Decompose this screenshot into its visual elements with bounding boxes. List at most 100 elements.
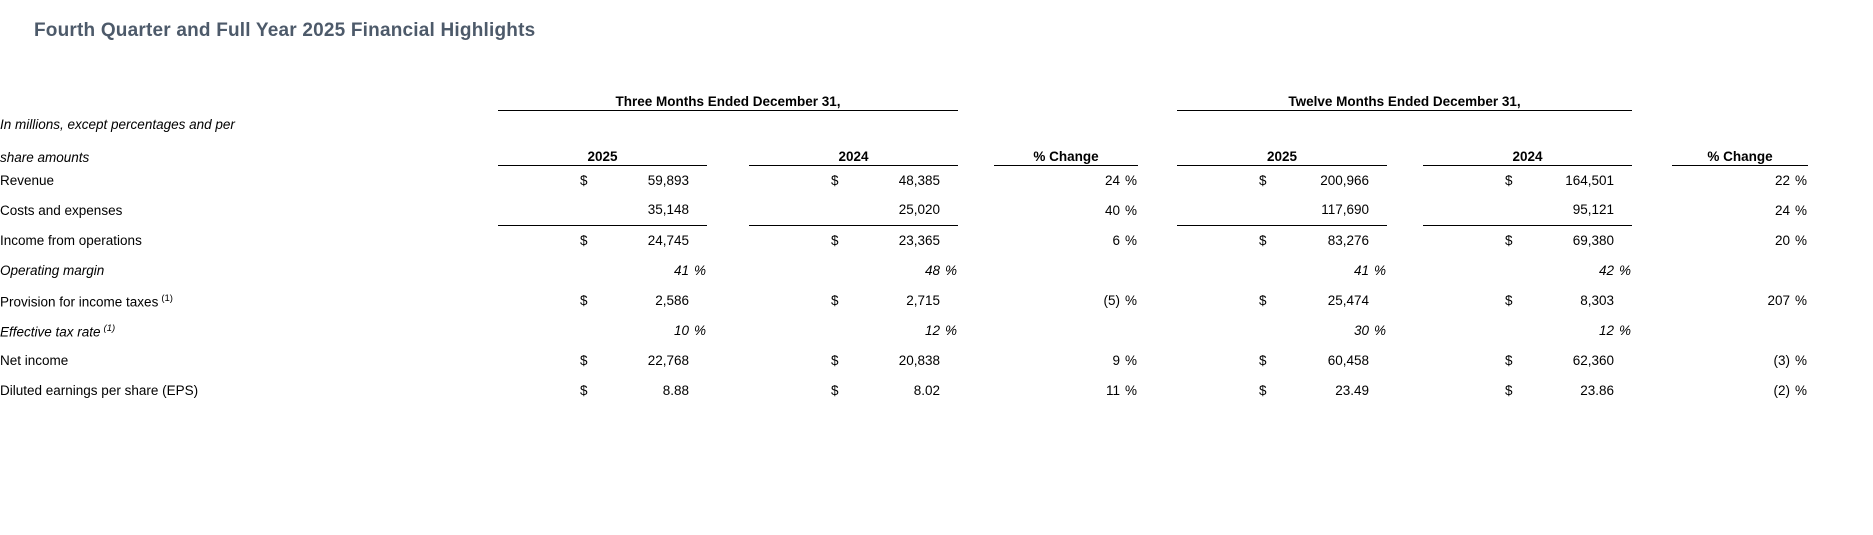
value-cell: $23,365 (749, 226, 958, 256)
row-label: Provision for income taxes (1) (0, 292, 173, 310)
value-cell: 35,148 (498, 195, 707, 226)
numeric-value: 25,474 (1327, 292, 1370, 308)
percent-sign: % (1795, 352, 1808, 368)
spacer (707, 376, 749, 406)
pct-change-cell (994, 256, 1138, 286)
value-cell: 48% (749, 256, 958, 286)
spacer (958, 256, 994, 286)
column-header-tm-pct-change: % Change (994, 139, 1139, 166)
spacer (1138, 196, 1177, 226)
dollar-sign: $ (580, 292, 588, 308)
dollar-sign: $ (580, 352, 588, 368)
units-note-row: In millions, except percentages and per (0, 111, 1873, 140)
spacer (1808, 226, 1873, 256)
numeric-value: 9 (1112, 352, 1121, 368)
numeric-value: 59,893 (647, 172, 689, 188)
numeric-value: (2) (1773, 382, 1791, 398)
pct-change-cell: (2)% (1672, 376, 1808, 406)
value-cell: 41% (1177, 256, 1387, 286)
spacer (958, 346, 994, 376)
percent-sign: % (1125, 382, 1138, 398)
spacer (1632, 84, 1672, 111)
spacer (1808, 286, 1873, 316)
pct-change-cell: 22% (1672, 166, 1808, 196)
dollar-sign: $ (580, 232, 588, 248)
group-header-row: Three Months Ended December 31, Twelve M… (0, 84, 1873, 111)
spacer (1138, 346, 1177, 376)
spacer (1138, 316, 1177, 346)
row-label: Net income (0, 352, 69, 368)
numeric-value: 69,380 (1572, 232, 1615, 248)
numeric-value: 207 (1767, 292, 1791, 308)
percent-sign: % (1795, 172, 1808, 188)
numeric-value: 24 (1775, 202, 1791, 218)
table-row: Costs and expenses 35,148 25,020 40% 117,690… (0, 195, 1873, 226)
table-row: Provision for income taxes (1) $2,586 $2,71… (0, 286, 1873, 316)
row-label: Income from operations (0, 232, 142, 248)
dollar-sign: $ (831, 292, 839, 308)
column-header-tm-2024: 2024 (749, 139, 959, 166)
percent-sign: % (1795, 382, 1808, 398)
numeric-value: 164,501 (1565, 172, 1615, 188)
percent-sign: % (694, 322, 707, 338)
spacer (1138, 226, 1177, 256)
pct-change-cell: 20% (1672, 226, 1808, 256)
pct-change-cell: 24% (994, 166, 1138, 196)
table-row: Diluted earnings per share (EPS) $8.88 $8.… (0, 376, 1873, 406)
spacer (1387, 139, 1423, 166)
page-title: Fourth Quarter and Full Year 2025 Financ… (34, 20, 536, 41)
numeric-value: 62,360 (1572, 352, 1615, 368)
value-cell: 30% (1177, 316, 1387, 346)
numeric-value: 11 (1106, 382, 1121, 398)
value-cell: 12% (1423, 316, 1632, 346)
column-header-twm-2025: 2025 (1177, 139, 1388, 166)
numeric-value: 12 (924, 322, 941, 338)
dollar-sign: $ (1505, 292, 1513, 308)
value-cell: 10% (498, 316, 707, 346)
spacer (1808, 139, 1873, 166)
spacer (1387, 286, 1423, 316)
pct-change-cell (1672, 316, 1808, 346)
value-cell: $20,838 (749, 346, 958, 376)
spacer (707, 226, 749, 256)
percent-sign: % (1619, 262, 1632, 278)
dollar-sign: $ (831, 352, 839, 368)
numeric-value: 8.88 (662, 382, 689, 398)
numeric-value: 20 (1775, 232, 1791, 248)
table-row: Net income $22,768 $20,838 9% $60,458 $62,360… (0, 346, 1873, 376)
spacer (707, 316, 749, 346)
value-cell: 95,121 (1423, 195, 1633, 226)
row-label: Diluted earnings per share (EPS) (0, 382, 199, 398)
percent-sign: % (1374, 262, 1387, 278)
spacer (1387, 196, 1423, 226)
numeric-value: 35,148 (647, 202, 689, 218)
numeric-value: 117,690 (1321, 202, 1370, 218)
spacer (1138, 256, 1177, 286)
numeric-value: 23.49 (1335, 382, 1370, 398)
percent-sign: % (694, 262, 707, 278)
spacer (1632, 226, 1672, 256)
spacer (958, 316, 994, 346)
value-cell: $69,380 (1423, 226, 1632, 256)
percent-sign: % (1125, 202, 1138, 218)
dollar-sign: $ (1505, 232, 1513, 248)
numeric-value: 41 (673, 262, 689, 278)
spacer (1808, 346, 1873, 376)
units-note-line-1: In millions, except percentages and per (0, 116, 235, 132)
numeric-value: 22 (1775, 172, 1791, 188)
spacer (707, 346, 749, 376)
numeric-value: 23,365 (898, 232, 941, 248)
dollar-sign: $ (1259, 382, 1267, 398)
numeric-value: 41 (1353, 262, 1370, 278)
spacer (1808, 376, 1873, 406)
dollar-sign: $ (1259, 232, 1267, 248)
value-cell: 117,690 (1177, 195, 1388, 226)
value-cell: $59,893 (498, 166, 707, 196)
value-cell: $24,745 (498, 226, 707, 256)
spacer (707, 166, 749, 196)
spacer (1808, 166, 1873, 196)
spacer (707, 196, 749, 226)
value-cell: $62,360 (1423, 346, 1632, 376)
percent-sign: % (1374, 322, 1387, 338)
value-cell: $48,385 (749, 166, 958, 196)
